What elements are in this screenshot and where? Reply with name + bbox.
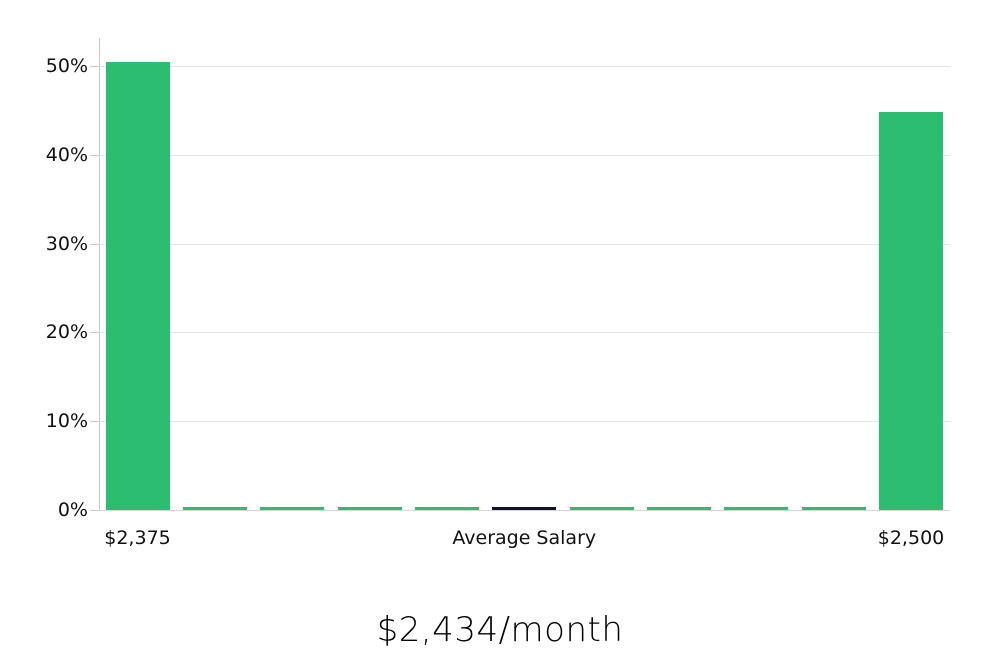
histogram-bar-average[interactable]: [492, 507, 557, 510]
histogram-bar[interactable]: [879, 112, 943, 510]
y-axis-tick: [90, 421, 99, 423]
gridline-50%: [99, 66, 950, 67]
y-axis-tick-label: 20%: [45, 321, 88, 344]
average-salary-title: $2,434/month: [376, 610, 624, 650]
y-axis-tick-label: 0%: [57, 499, 88, 521]
y-axis-tick: [90, 243, 99, 245]
histogram-bar[interactable]: [182, 507, 247, 510]
y-axis-tick-label: 10%: [45, 410, 88, 433]
plot-area: 0% 10% 20% 30% 40% 50%: [46, 38, 950, 520]
histogram-bar[interactable]: [801, 507, 866, 510]
y-axis-tick-label: 30%: [45, 232, 88, 255]
y-axis-line: [99, 38, 100, 511]
x-axis-tick-label: Average Salary: [452, 527, 597, 549]
y-axis-tick-label: 50%: [45, 55, 88, 77]
gridline-20%: [99, 332, 950, 334]
y-axis-tick: [90, 332, 99, 334]
histogram-bar[interactable]: [569, 507, 634, 510]
histogram-bar[interactable]: [260, 507, 325, 510]
histogram-bar[interactable]: [724, 507, 789, 510]
y-axis-tick: [90, 154, 99, 156]
y-axis-tick-label: 40%: [45, 143, 88, 166]
y-axis-tick: [90, 66, 99, 67]
gridline-30%: [99, 243, 950, 245]
histogram-bar[interactable]: [646, 507, 711, 510]
y-axis-tick: [90, 510, 99, 511]
histogram-bar[interactable]: [414, 507, 479, 510]
histogram-bar[interactable]: [337, 507, 402, 510]
gridline-40%: [99, 154, 950, 156]
x-axis-tick-label: $2,500: [877, 527, 945, 549]
x-axis-line: [99, 510, 950, 511]
x-axis-tick-label: $2,375: [104, 527, 171, 549]
histogram-bar[interactable]: [105, 61, 170, 510]
gridline-10%: [99, 421, 950, 423]
